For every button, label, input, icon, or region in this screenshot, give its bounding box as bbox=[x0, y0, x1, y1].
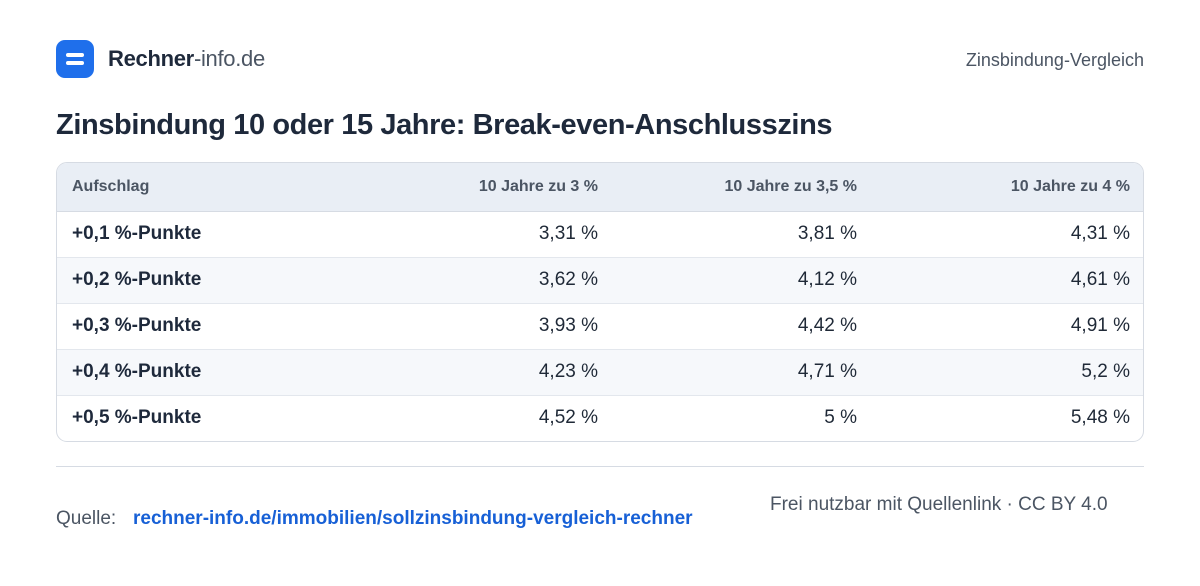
table-cell: 5,48 % bbox=[1070, 407, 1130, 429]
logo-bar-top bbox=[66, 53, 84, 57]
row-label: +0,3 %-Punkte bbox=[57, 303, 347, 350]
source-link[interactable]: rechner-info.de/immobilien/sollzinsbindu… bbox=[133, 508, 693, 529]
table-body: +0,1 %-Punkte 3,31 % 3,81 % 4,31 % +0,2 … bbox=[57, 211, 1143, 441]
header-section-label: Zinsbindung-Vergleich bbox=[965, 50, 1144, 70]
table-cell: 4,31 % bbox=[872, 211, 1143, 258]
table-cell: 5,2 % bbox=[872, 349, 1143, 396]
row-label: +0,5 %-Punkte bbox=[72, 407, 202, 429]
footer-divider bbox=[56, 466, 1144, 467]
column-header-aufschlag: Aufschlag bbox=[57, 163, 347, 212]
table-header: Aufschlag 10 Jahre zu 3 % 10 Jahre zu 3,… bbox=[57, 163, 1143, 212]
table-cell: 4,52 % bbox=[538, 407, 598, 429]
column-header-3-5-percent: 10 Jahre zu 3,5 % bbox=[613, 163, 872, 212]
table-cell: 5 % bbox=[824, 407, 857, 429]
table-cell: 4,23 % bbox=[347, 349, 613, 396]
table-cell: 4,91 % bbox=[872, 303, 1143, 350]
table-row: +0,3 %-Punkte 3,93 % 4,42 % 4,91 % bbox=[57, 303, 1143, 350]
footer: Quelle: rechner-info.de/immobilien/sollz… bbox=[56, 494, 1144, 554]
table-row: +0,4 %-Punkte 4,23 % 4,71 % 5,2 % bbox=[57, 349, 1143, 396]
break-even-table: Aufschlag 10 Jahre zu 3 % 10 Jahre zu 3,… bbox=[56, 162, 1144, 442]
logo-bar-bottom bbox=[66, 61, 84, 65]
table-row: +0,2 %-Punkte 3,62 % 4,12 % 4,61 % bbox=[57, 257, 1143, 304]
brand-bold: Rechner bbox=[108, 46, 194, 71]
table-cell: 4,71 % bbox=[613, 349, 872, 396]
table-cell: 3,31 % bbox=[347, 211, 613, 258]
row-label: +0,1 %-Punkte bbox=[57, 211, 347, 258]
table-row: +0,5 %-Punkte 4,52 % 5 % 5,48 % bbox=[57, 395, 1143, 441]
table-cell: 4,12 % bbox=[613, 257, 872, 304]
table-cell: 3,93 % bbox=[347, 303, 613, 350]
header: Rechner-info.de Zinsbindung-Vergleich bbox=[56, 40, 1144, 80]
source-label: Quelle: bbox=[56, 508, 117, 529]
column-header-4-percent: 10 Jahre zu 4 % bbox=[872, 163, 1143, 212]
table-cell: 4,42 % bbox=[613, 303, 872, 350]
table-header-row: Aufschlag 10 Jahre zu 3 % 10 Jahre zu 3,… bbox=[57, 163, 1143, 212]
license-text: Frei nutzbar mit Quellenlink · CC BY 4.0 bbox=[770, 494, 1108, 515]
data-table: Aufschlag 10 Jahre zu 3 % 10 Jahre zu 3,… bbox=[57, 163, 1143, 441]
row-label: +0,4 %-Punkte bbox=[57, 349, 347, 396]
table-cell: 3,62 % bbox=[347, 257, 613, 304]
equals-icon[interactable] bbox=[56, 40, 94, 78]
table-cell: 4,61 % bbox=[872, 257, 1143, 304]
table-row: +0,1 %-Punkte 3,31 % 3,81 % 4,31 % bbox=[57, 211, 1143, 258]
page-title: Zinsbindung 10 oder 15 Jahre: Break-even… bbox=[56, 109, 833, 141]
column-header-3-percent: 10 Jahre zu 3 % bbox=[347, 163, 613, 212]
brand-light: -info.de bbox=[193, 46, 265, 71]
row-label: +0,2 %-Punkte bbox=[57, 257, 347, 304]
table-cell: 3,81 % bbox=[613, 211, 872, 258]
brand-name[interactable]: Rechner-info.de bbox=[108, 46, 265, 72]
